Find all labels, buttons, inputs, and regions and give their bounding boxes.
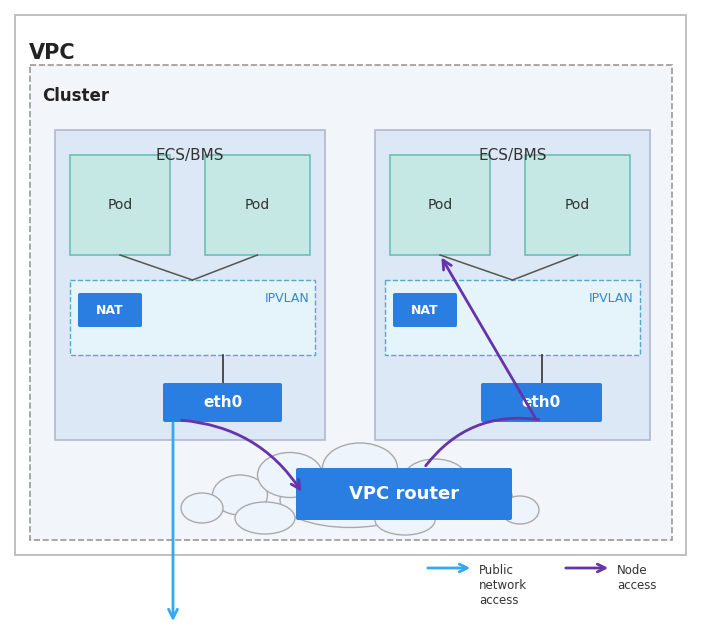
Ellipse shape <box>322 443 397 493</box>
Bar <box>525 155 630 255</box>
Ellipse shape <box>458 479 512 517</box>
Text: NAT: NAT <box>411 304 439 316</box>
Text: VPC: VPC <box>29 43 76 63</box>
Text: Node
access: Node access <box>617 564 657 592</box>
Bar <box>70 155 170 255</box>
Ellipse shape <box>235 502 295 534</box>
Text: eth0: eth0 <box>203 395 242 410</box>
Bar <box>205 155 310 255</box>
FancyBboxPatch shape <box>393 293 457 327</box>
Text: Public
network
access: Public network access <box>479 564 527 607</box>
Bar <box>375 130 650 440</box>
Text: IPVLAN: IPVLAN <box>590 292 634 305</box>
FancyBboxPatch shape <box>78 293 142 327</box>
Text: NAT: NAT <box>96 304 124 316</box>
Bar <box>15 15 686 555</box>
Text: Pod: Pod <box>428 198 453 212</box>
FancyBboxPatch shape <box>163 383 282 422</box>
Text: IPVLAN: IPVLAN <box>264 292 309 305</box>
Bar <box>390 155 490 255</box>
Text: ECS/BMS: ECS/BMS <box>478 148 547 163</box>
Bar <box>30 65 672 540</box>
Text: Pod: Pod <box>245 198 270 212</box>
Text: Pod: Pod <box>107 198 132 212</box>
Text: VPC router: VPC router <box>349 485 459 503</box>
Text: ECS/BMS: ECS/BMS <box>156 148 224 163</box>
Bar <box>385 280 640 355</box>
Ellipse shape <box>257 453 322 498</box>
Ellipse shape <box>181 493 223 523</box>
Ellipse shape <box>501 496 539 524</box>
FancyBboxPatch shape <box>296 468 512 520</box>
Ellipse shape <box>375 505 435 535</box>
Bar <box>70 280 315 355</box>
FancyBboxPatch shape <box>481 383 602 422</box>
Text: Cluster: Cluster <box>42 87 109 105</box>
Bar <box>55 130 325 440</box>
Ellipse shape <box>402 459 468 501</box>
Ellipse shape <box>280 472 420 527</box>
Text: Pod: Pod <box>565 198 590 212</box>
Text: eth0: eth0 <box>522 395 561 410</box>
Ellipse shape <box>212 475 268 515</box>
